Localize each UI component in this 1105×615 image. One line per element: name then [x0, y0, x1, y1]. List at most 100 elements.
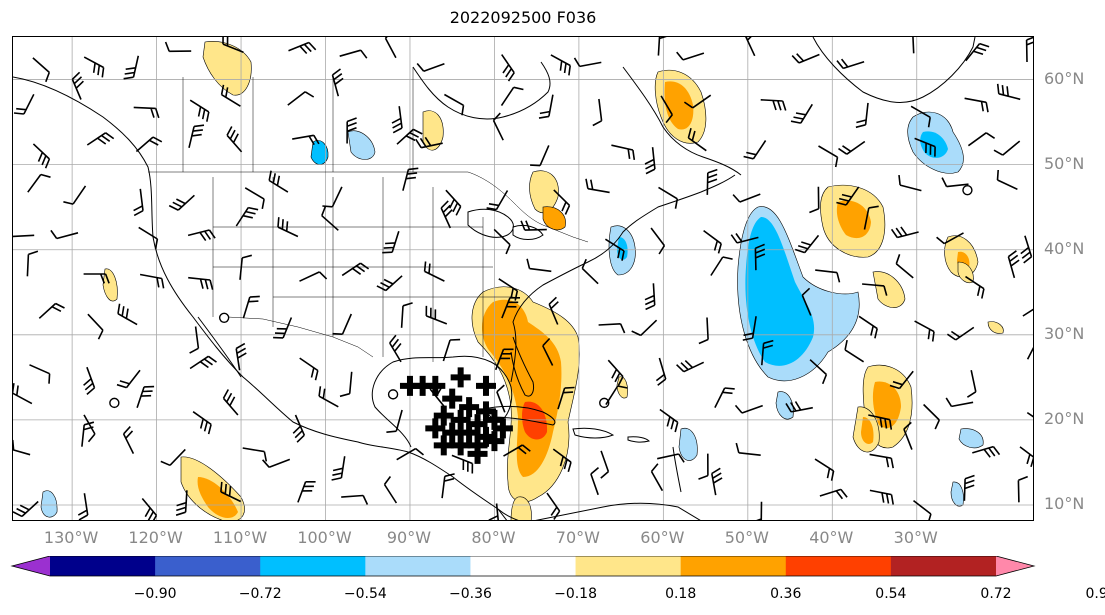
colorbar-tick-label: 0.36 [770, 586, 802, 602]
colorbar-tick-label: −0.90 [133, 586, 177, 602]
wind-barb [611, 144, 636, 161]
wind-barb [222, 37, 244, 53]
positive-anomaly-field [872, 271, 906, 308]
wind-barb [945, 397, 974, 408]
wind-barb [889, 370, 914, 390]
wind-barb [63, 185, 87, 205]
longitude-label: 120°W [128, 528, 183, 547]
map-canvas [13, 37, 1033, 520]
tropical-cyclone-markers [399, 367, 513, 464]
wind-barb [318, 386, 339, 408]
cyclone-marker [425, 418, 446, 439]
wind-barb [676, 51, 705, 61]
wind-barb [117, 303, 138, 326]
wind-barb [993, 140, 1021, 156]
wind-barb [963, 474, 975, 501]
wind-barb [754, 243, 766, 271]
wind-barb [714, 387, 735, 408]
wind-barb [32, 57, 51, 83]
wind-barb [858, 315, 878, 339]
wind-barb [869, 489, 894, 505]
wind-barb [553, 189, 571, 215]
negative-anomaly-field [775, 391, 794, 420]
wind-barb [698, 317, 709, 345]
cyclone-marker [412, 375, 433, 396]
wind-barb [530, 145, 550, 167]
latitude-label: 60°N [1044, 68, 1085, 88]
calm-wind-markers [109, 184, 973, 409]
wind-barb [855, 102, 869, 129]
wind-barb [133, 188, 144, 217]
wind-barb [425, 305, 448, 325]
wind-barb [711, 467, 723, 496]
wind-barb [538, 94, 554, 119]
wind-barb [391, 106, 403, 134]
wind-barb [844, 339, 865, 363]
wind-barb [498, 278, 519, 301]
colorbar-tick-label: 0.18 [665, 586, 697, 602]
wind-barb [168, 194, 195, 211]
wind-barb [187, 229, 216, 242]
cyclone-marker [442, 388, 463, 409]
wind-barb [683, 94, 712, 109]
wind-barb [321, 206, 339, 231]
wind-barb [657, 37, 667, 56]
wind-barb [299, 271, 328, 282]
wind-barb [598, 323, 626, 334]
wind-barb [189, 99, 210, 122]
wind-barb [297, 481, 316, 503]
wind-barb [966, 370, 977, 398]
wind-barb [869, 453, 894, 469]
wind-barb [819, 488, 848, 500]
wind-barb [396, 128, 423, 145]
wind-barb [503, 444, 531, 457]
wind-barb [687, 127, 707, 152]
colorbar-segment [890, 556, 997, 576]
wind-barb [863, 205, 879, 230]
wind-barb [222, 389, 239, 416]
wind-barb [83, 56, 105, 78]
wind-barb [396, 447, 425, 461]
negative-anomaly-field [40, 490, 58, 518]
wind-barb [745, 37, 756, 57]
wind-barb [1025, 37, 1033, 63]
wind-barb [29, 364, 51, 384]
wind-barb [703, 229, 722, 254]
positive-anomaly-field [529, 170, 559, 213]
wind-barb [188, 276, 214, 290]
positive-anomaly-core [664, 81, 694, 130]
wind-barb [914, 137, 936, 157]
wind-barb [581, 258, 599, 285]
wind-barb [972, 445, 1001, 458]
wind-barb [83, 366, 96, 396]
wind-barb [13, 93, 35, 115]
wind-barb [331, 456, 346, 481]
wind-barb [122, 426, 135, 454]
wind-barb [836, 58, 865, 70]
wind-barb [1007, 250, 1020, 279]
colorbar-segment [365, 556, 471, 576]
wind-barb [415, 136, 443, 149]
wind-barb [592, 98, 603, 127]
wind-barb [809, 186, 820, 214]
wind-barb [13, 234, 35, 238]
wind-barb [402, 167, 419, 191]
cyclone-marker [442, 422, 463, 443]
wind-barb [941, 177, 969, 188]
wind-barb [235, 206, 259, 227]
wind-barb [964, 97, 989, 113]
longitude-label: 100°W [297, 528, 352, 547]
wind-barb [936, 232, 964, 245]
wind-barb [341, 494, 369, 505]
wind-barb [440, 200, 453, 229]
wind-barb [501, 54, 515, 82]
wind-barb [573, 57, 602, 68]
lat-lon-grid [13, 37, 1033, 520]
wind-barb [1017, 475, 1028, 503]
colorbar-tick-label: 0.54 [875, 586, 907, 602]
wind-barb [331, 68, 344, 97]
wind-barb [188, 124, 205, 148]
map-title: 2022092500 F036 [449, 8, 597, 27]
wind-barb [261, 458, 291, 469]
wind-barb [500, 86, 524, 107]
